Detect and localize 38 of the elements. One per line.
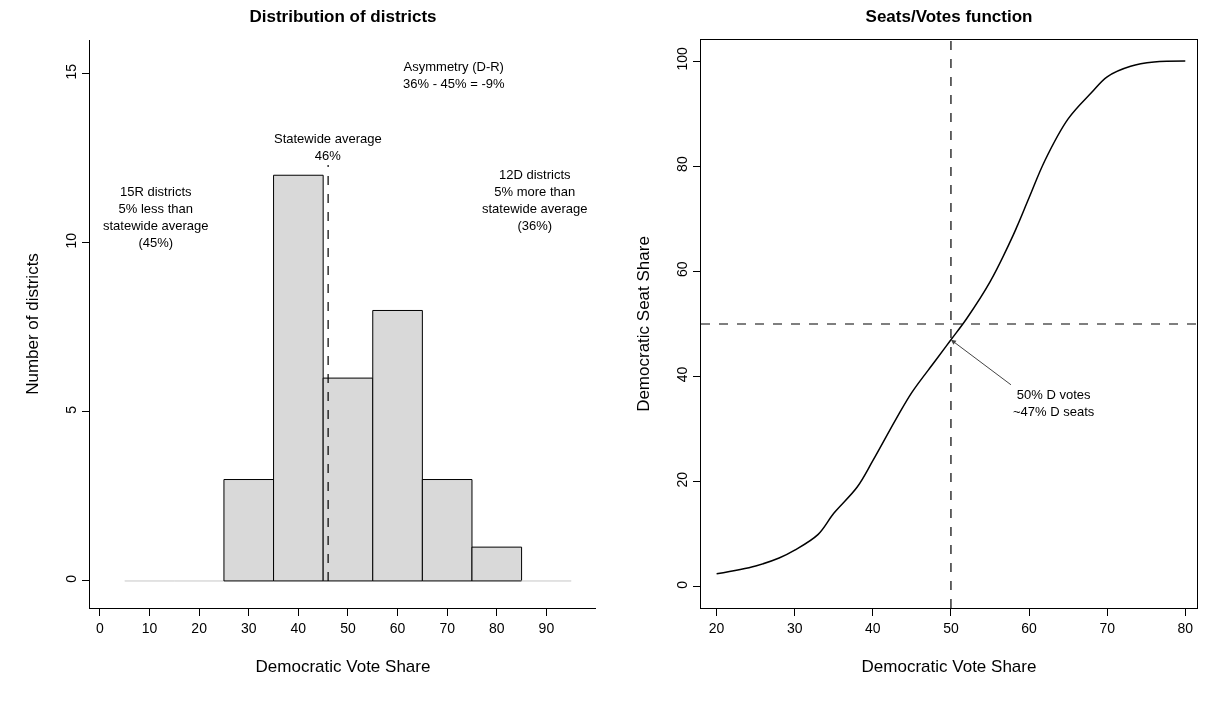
y-tick-label: 0 [63, 574, 80, 583]
chart-title: Seats/Votes function [865, 7, 1033, 27]
y-tick-label: 80 [674, 156, 691, 172]
x-tick-label: 80 [1177, 619, 1194, 636]
annotation: Asymmetry (D-R) 36% - 45% = -9% [403, 59, 505, 91]
y-tick-label: 10 [63, 232, 80, 249]
annotation: 50% D votes ~47% D seats [1013, 387, 1095, 419]
x-tick-label: 50 [943, 619, 959, 636]
x-tick-label: 70 [439, 619, 456, 636]
y-tick-label: 100 [674, 47, 691, 71]
y-tick-label: 40 [674, 366, 691, 383]
ref-line-label: Statewide average 46% [274, 131, 382, 163]
x-tick-label: 40 [865, 619, 881, 636]
y-tick-label: 5 [63, 405, 80, 414]
y-tick-label: 15 [63, 63, 80, 80]
y-tick-label: 0 [674, 580, 691, 589]
x-axis-title: Democratic Vote Share [255, 657, 431, 677]
chart-title: Distribution of districts [249, 7, 437, 27]
x-tick-label: 60 [389, 619, 406, 636]
x-tick-label: 60 [1021, 619, 1038, 636]
x-tick-label: 0 [96, 619, 105, 636]
y-tick-label: 60 [674, 261, 691, 278]
y-axis-title: Democratic Seat Share [633, 236, 653, 412]
x-tick-label: 30 [240, 619, 257, 636]
y-axis-title: Number of districts [22, 253, 42, 395]
annotation: 15R districts 5% less than statewide average (45%) [103, 184, 209, 250]
x-tick-label: 20 [708, 619, 725, 636]
x-tick-label: 90 [538, 619, 555, 636]
y-tick-label: 20 [674, 471, 691, 488]
x-tick-label: 70 [1099, 619, 1116, 636]
x-tick-label: 10 [141, 619, 158, 636]
x-tick-label: 40 [290, 619, 307, 636]
annotation: 12D districts 5% more than statewide average (36%) [482, 167, 588, 233]
x-tick-label: 50 [340, 619, 356, 636]
x-tick-label: 30 [786, 619, 803, 636]
x-axis-title: Democratic Vote Share [861, 657, 1037, 677]
x-tick-label: 80 [488, 619, 505, 636]
x-tick-label: 20 [191, 619, 208, 636]
